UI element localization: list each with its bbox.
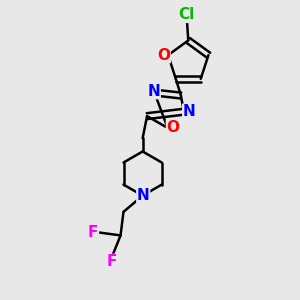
- Text: F: F: [106, 254, 117, 269]
- Text: O: O: [167, 120, 179, 135]
- Text: N: N: [137, 188, 150, 203]
- Text: N: N: [183, 104, 196, 119]
- Text: F: F: [88, 225, 98, 240]
- Text: N: N: [148, 84, 160, 99]
- Text: Cl: Cl: [179, 7, 195, 22]
- Text: O: O: [157, 48, 170, 63]
